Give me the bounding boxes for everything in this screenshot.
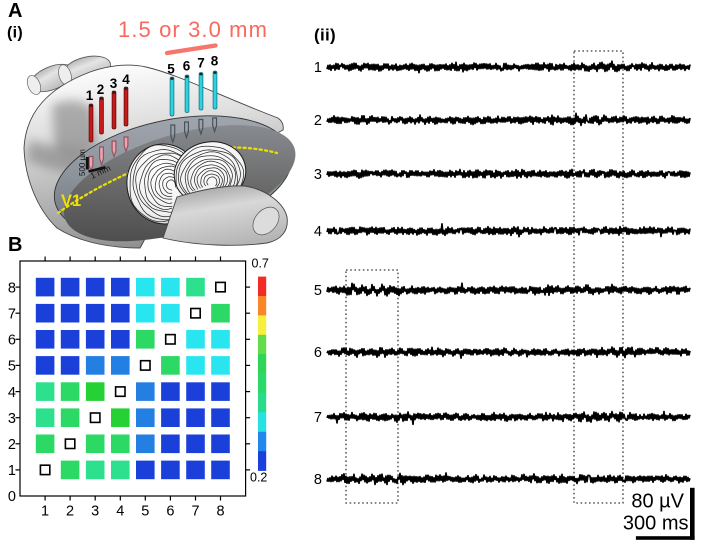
svg-text:4: 4 (314, 224, 322, 240)
svg-text:B: B (8, 234, 22, 256)
svg-text:7: 7 (8, 306, 16, 322)
svg-text:500 µm: 500 µm (78, 149, 87, 176)
svg-text:3: 3 (91, 504, 99, 520)
svg-text:6: 6 (314, 345, 322, 361)
svg-text:4: 4 (116, 504, 124, 520)
svg-text:2: 2 (66, 504, 74, 520)
svg-text:(i): (i) (7, 25, 23, 42)
svg-text:1: 1 (86, 88, 94, 103)
svg-text:7: 7 (191, 504, 199, 520)
svg-text:5: 5 (314, 283, 322, 299)
svg-text:7: 7 (197, 56, 205, 71)
svg-text:2: 2 (314, 113, 322, 129)
svg-text:A: A (8, 0, 22, 22)
svg-text:3: 3 (8, 411, 16, 427)
svg-text:5: 5 (8, 359, 16, 375)
svg-text:4: 4 (122, 72, 130, 87)
svg-text:8: 8 (216, 504, 224, 520)
svg-text:1: 1 (41, 504, 49, 520)
svg-text:4: 4 (8, 385, 16, 401)
svg-text:0: 0 (8, 489, 16, 505)
svg-text:80 µV: 80 µV (631, 491, 684, 513)
svg-text:3: 3 (110, 76, 118, 91)
svg-text:5: 5 (167, 62, 175, 77)
svg-text:8: 8 (211, 54, 219, 69)
svg-text:5: 5 (141, 504, 149, 520)
svg-text:2: 2 (8, 437, 16, 453)
svg-text:3: 3 (314, 167, 322, 183)
svg-text:1: 1 (8, 463, 16, 479)
svg-text:2: 2 (97, 82, 105, 97)
svg-text:8: 8 (8, 280, 16, 296)
svg-text:6: 6 (183, 59, 191, 74)
svg-text:7: 7 (314, 410, 322, 426)
svg-text:0.2: 0.2 (250, 471, 267, 485)
svg-text:V1: V1 (61, 192, 81, 210)
svg-text:8: 8 (314, 472, 322, 488)
svg-text:1.5 or 3.0 mm: 1.5 or 3.0 mm (118, 17, 268, 42)
svg-text:6: 6 (166, 504, 174, 520)
svg-text:300 ms: 300 ms (623, 513, 689, 535)
svg-text:0.7: 0.7 (252, 257, 269, 271)
svg-text:1: 1 (314, 60, 322, 76)
svg-text:6: 6 (8, 333, 16, 349)
svg-text:(ii): (ii) (314, 26, 336, 45)
